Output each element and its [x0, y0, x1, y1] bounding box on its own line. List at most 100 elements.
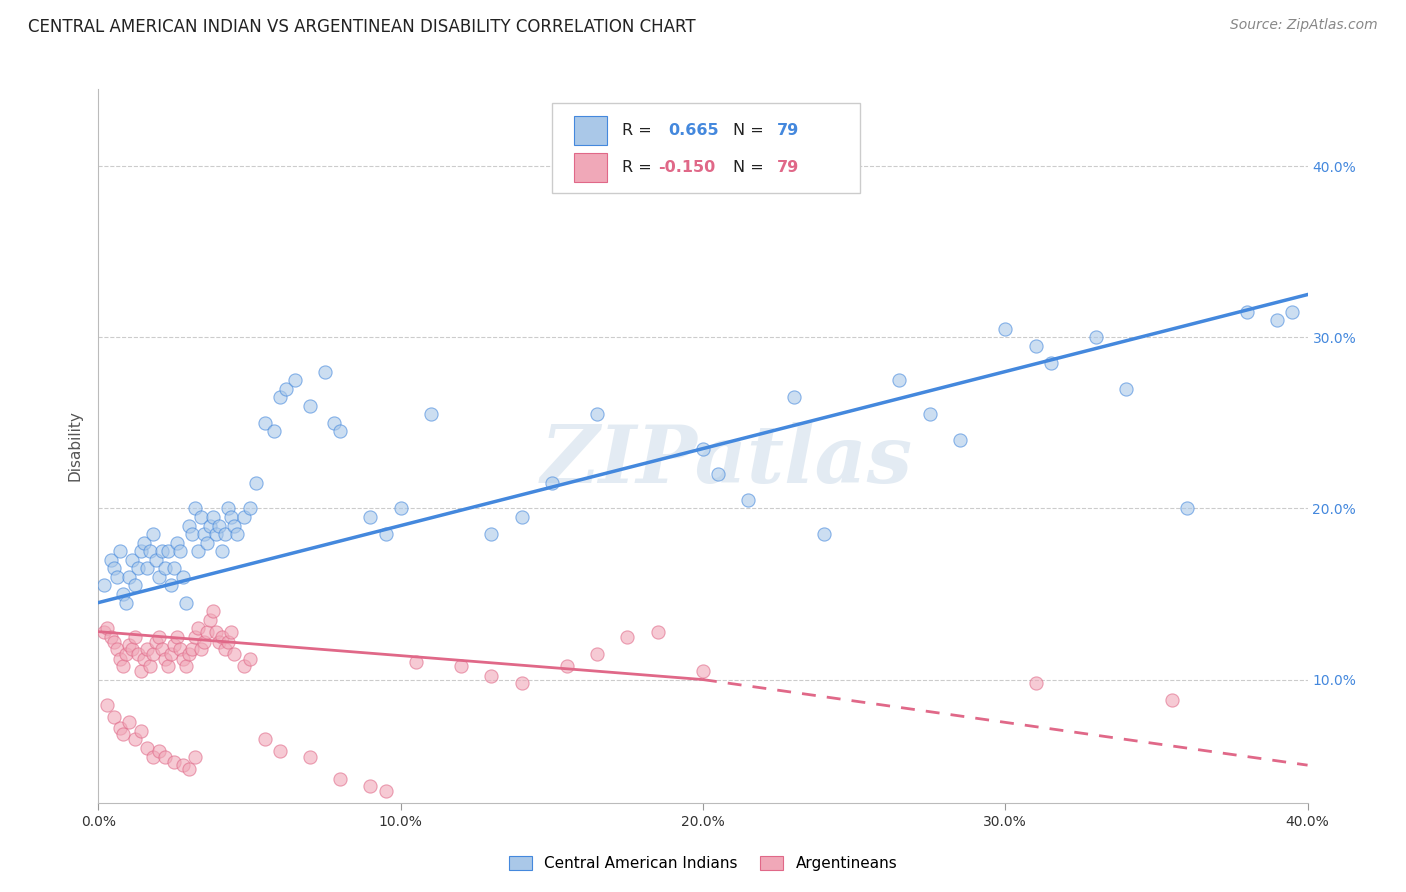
- Point: [299, 399, 322, 413]
- Point: [1267, 313, 1289, 327]
- Point: [156, 659, 179, 673]
- Point: [586, 647, 609, 661]
- Point: [135, 741, 157, 756]
- Point: [1160, 693, 1182, 707]
- Point: [124, 578, 146, 592]
- Point: [374, 784, 396, 798]
- Point: [202, 604, 225, 618]
- Point: [129, 723, 152, 738]
- Point: [193, 527, 215, 541]
- Text: R =: R =: [621, 123, 657, 137]
- Point: [127, 647, 149, 661]
- Point: [232, 510, 254, 524]
- Point: [540, 475, 562, 490]
- Point: [135, 561, 157, 575]
- Point: [299, 749, 322, 764]
- Point: [1175, 501, 1198, 516]
- Point: [1085, 330, 1108, 344]
- Point: [707, 467, 730, 482]
- Point: [193, 635, 215, 649]
- Point: [1115, 382, 1137, 396]
- Point: [211, 630, 233, 644]
- Point: [783, 390, 806, 404]
- Point: [124, 630, 146, 644]
- Point: [108, 652, 131, 666]
- Point: [253, 732, 276, 747]
- Point: [181, 641, 204, 656]
- Point: [389, 501, 412, 516]
- Point: [163, 755, 186, 769]
- Point: [148, 570, 170, 584]
- Point: [163, 561, 186, 575]
- Text: N =: N =: [734, 123, 769, 137]
- Point: [214, 527, 236, 541]
- Point: [179, 518, 201, 533]
- Point: [329, 772, 352, 786]
- Point: [184, 630, 207, 644]
- Point: [200, 613, 222, 627]
- Point: [224, 518, 246, 533]
- Point: [323, 416, 346, 430]
- Point: [208, 635, 231, 649]
- Point: [127, 561, 149, 575]
- Point: [142, 527, 165, 541]
- Point: [239, 501, 262, 516]
- Point: [813, 527, 835, 541]
- Point: [121, 641, 143, 656]
- Point: [129, 664, 152, 678]
- Point: [105, 641, 128, 656]
- Text: ZIPatlas: ZIPatlas: [541, 422, 914, 499]
- Point: [221, 624, 243, 639]
- Point: [148, 744, 170, 758]
- Point: [132, 535, 155, 549]
- Point: [263, 425, 285, 439]
- Point: [166, 630, 188, 644]
- Point: [172, 570, 194, 584]
- Point: [132, 652, 155, 666]
- Point: [450, 659, 472, 673]
- Point: [555, 659, 578, 673]
- Legend: Central American Indians, Argentineans: Central American Indians, Argentineans: [503, 850, 903, 877]
- Point: [226, 527, 249, 541]
- Point: [195, 624, 218, 639]
- Point: [145, 553, 167, 567]
- Point: [214, 641, 236, 656]
- Point: [190, 510, 212, 524]
- Point: [221, 510, 243, 524]
- Point: [145, 635, 167, 649]
- Point: [187, 621, 209, 635]
- Point: [111, 659, 134, 673]
- Point: [360, 779, 382, 793]
- Point: [918, 408, 941, 422]
- Point: [269, 390, 291, 404]
- Point: [187, 544, 209, 558]
- Point: [129, 544, 152, 558]
- Text: 79: 79: [776, 123, 799, 137]
- Point: [111, 587, 134, 601]
- Point: [100, 553, 122, 567]
- Point: [510, 676, 533, 690]
- Point: [93, 624, 115, 639]
- Point: [269, 744, 291, 758]
- Point: [172, 652, 194, 666]
- Point: [103, 710, 125, 724]
- Point: [139, 544, 162, 558]
- FancyBboxPatch shape: [574, 116, 607, 145]
- Point: [184, 749, 207, 764]
- Text: CENTRAL AMERICAN INDIAN VS ARGENTINEAN DISABILITY CORRELATION CHART: CENTRAL AMERICAN INDIAN VS ARGENTINEAN D…: [28, 18, 696, 36]
- Point: [314, 365, 336, 379]
- Point: [217, 635, 239, 649]
- Text: Source: ZipAtlas.com: Source: ZipAtlas.com: [1230, 18, 1378, 32]
- Point: [179, 647, 201, 661]
- Point: [205, 527, 228, 541]
- Point: [174, 659, 197, 673]
- Point: [96, 621, 118, 635]
- Point: [142, 749, 165, 764]
- Point: [1024, 339, 1046, 353]
- Point: [121, 553, 143, 567]
- Point: [179, 762, 201, 776]
- Text: -0.150: -0.150: [658, 161, 716, 175]
- Point: [150, 641, 173, 656]
- Point: [481, 527, 503, 541]
- Point: [118, 639, 141, 653]
